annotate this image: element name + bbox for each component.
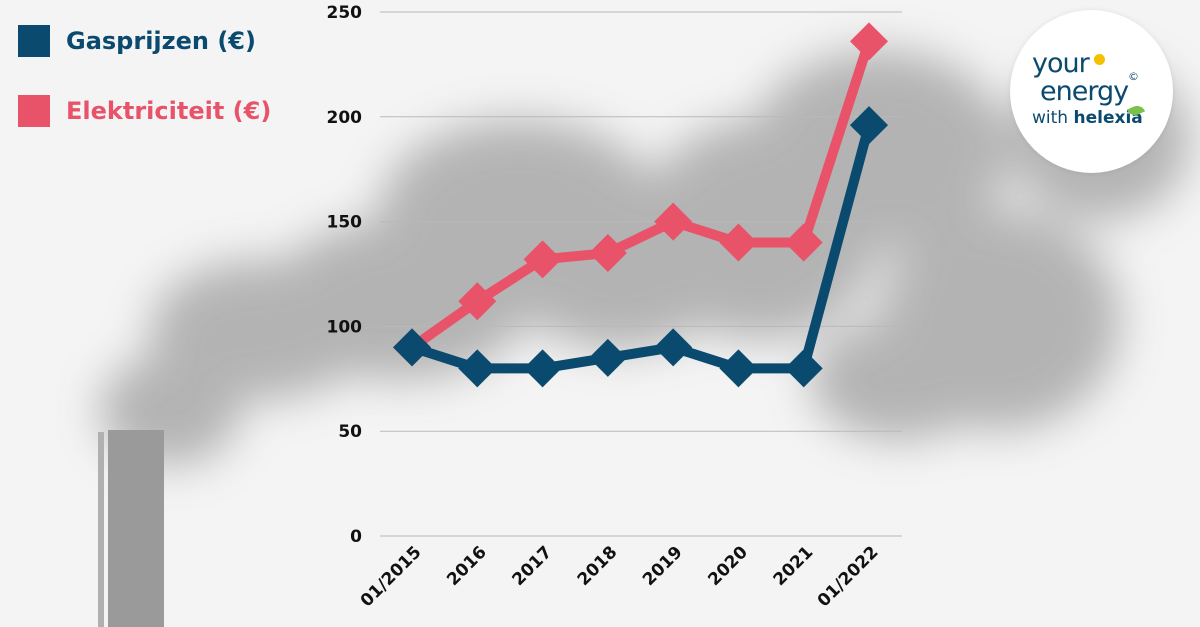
- legend-label-electricity: Elektriciteit (€): [66, 97, 272, 125]
- chimney: [98, 430, 164, 627]
- x-tick-label: 01/2015: [357, 542, 426, 611]
- x-tick-label: 2016: [443, 542, 491, 590]
- y-axis-ticks: 0 50 100 150 200 250: [327, 3, 363, 547]
- y-tick-label: 0: [350, 527, 362, 547]
- x-tick-label: 2019: [639, 542, 687, 590]
- data-point-marker: [850, 22, 888, 61]
- data-point-marker: [523, 240, 562, 279]
- logo-line-2: energy: [1040, 76, 1129, 107]
- logo-line-1: your: [1032, 48, 1090, 79]
- legend-swatch-electricity: [18, 95, 50, 127]
- grid-lines: [380, 11, 902, 537]
- data-point-marker: [458, 282, 497, 321]
- y-tick-label: 250: [327, 3, 363, 23]
- data-point-marker: [850, 106, 888, 145]
- y-tick-label: 50: [338, 422, 362, 442]
- logo-brand: helexia: [1073, 108, 1143, 128]
- x-tick-label: 2018: [574, 542, 622, 590]
- data-point-marker: [654, 202, 693, 241]
- data-point-marker: [719, 223, 758, 262]
- logo-line-3: with helexia: [1032, 108, 1143, 128]
- legend-item-gas: Gasprijzen (€): [18, 25, 256, 57]
- data-point-marker: [719, 349, 758, 388]
- data-point-marker: [784, 223, 823, 262]
- x-tick-label: 2017: [508, 542, 556, 590]
- data-point-marker: [458, 349, 497, 388]
- data-point-marker: [393, 328, 431, 367]
- data-point-marker: [784, 349, 823, 388]
- series-gas: [393, 106, 888, 388]
- legend-item-electricity: Elektriciteit (€): [18, 95, 271, 127]
- helexia-logo: your © energy with helexia: [1010, 10, 1173, 173]
- legend-swatch-gas: [18, 25, 50, 57]
- chart-series: [393, 22, 888, 388]
- data-point-marker: [654, 328, 693, 367]
- logo-line-3-prefix: with: [1032, 108, 1074, 128]
- x-tick-label: 01/2022: [814, 542, 883, 611]
- data-point-marker: [523, 349, 562, 388]
- y-tick-label: 100: [327, 317, 363, 337]
- x-tick-label: 2021: [770, 542, 818, 590]
- legend-label-gas: Gasprijzen (€): [66, 27, 256, 55]
- sun-icon: [1094, 54, 1105, 65]
- x-tick-label: 2020: [704, 542, 752, 590]
- y-tick-label: 200: [327, 108, 363, 128]
- data-point-marker: [588, 234, 627, 273]
- y-tick-label: 150: [327, 213, 363, 233]
- logo-copyright: ©: [1128, 70, 1139, 83]
- data-point-marker: [588, 338, 627, 377]
